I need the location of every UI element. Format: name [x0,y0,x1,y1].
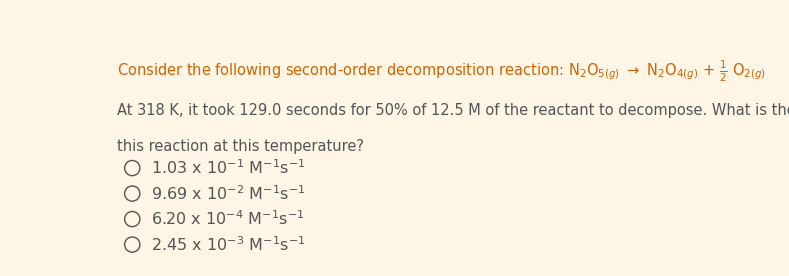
Text: this reaction at this temperature?: this reaction at this temperature? [117,139,364,154]
Text: 2.45 x 10$^{-3}$ M$^{-1}$s$^{-1}$: 2.45 x 10$^{-3}$ M$^{-1}$s$^{-1}$ [151,235,305,254]
Text: 1.03 x 10$^{-1}$ M$^{-1}$s$^{-1}$: 1.03 x 10$^{-1}$ M$^{-1}$s$^{-1}$ [151,159,305,177]
Text: 6.20 x 10$^{-4}$ M$^{-1}$s$^{-1}$: 6.20 x 10$^{-4}$ M$^{-1}$s$^{-1}$ [151,210,305,229]
Text: 9.69 x 10$^{-2}$ M$^{-1}$s$^{-1}$: 9.69 x 10$^{-2}$ M$^{-1}$s$^{-1}$ [151,184,305,203]
Text: Consider the following second-order decomposition reaction: N$_2$O$_{5(g)}$ $\ri: Consider the following second-order deco… [117,59,766,84]
Text: At 318 K, it took 129.0 seconds for 50% of 12.5 M of the reactant to decompose. : At 318 K, it took 129.0 seconds for 50% … [117,103,789,118]
